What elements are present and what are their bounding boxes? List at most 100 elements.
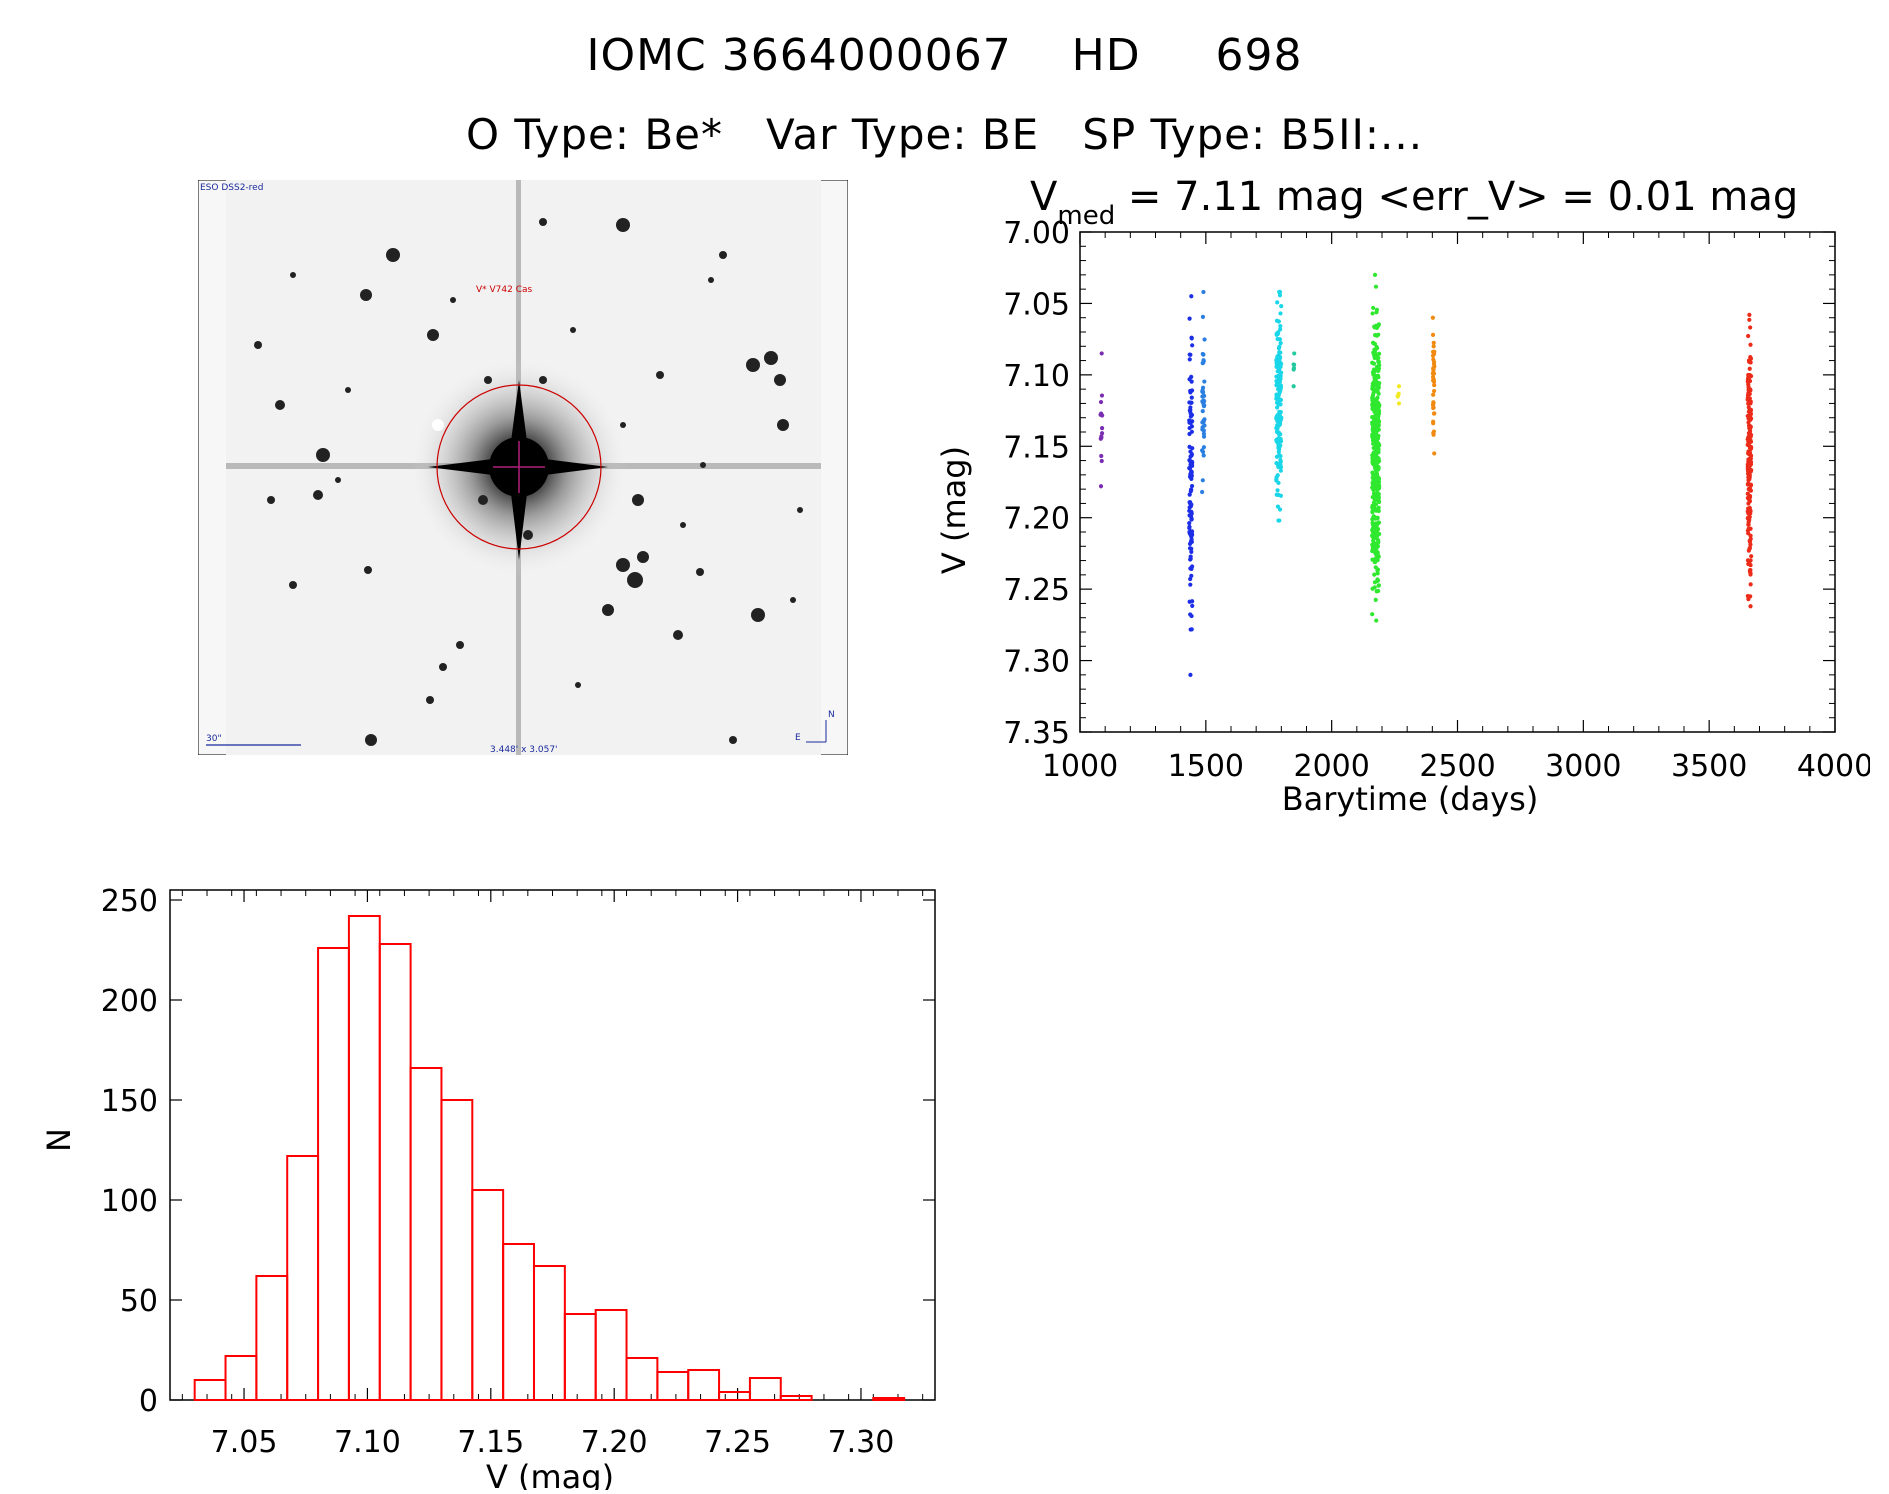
data-point (1200, 394, 1205, 399)
data-point (1747, 312, 1752, 317)
data-point (1370, 475, 1375, 480)
data-point (1278, 432, 1283, 437)
data-point (1372, 560, 1377, 565)
data-point (1431, 421, 1436, 426)
x-tick-label: 7.20 (581, 1425, 648, 1460)
data-point (1432, 382, 1437, 388)
data-point (1277, 507, 1283, 512)
data-point (1747, 428, 1753, 433)
data-point (1188, 408, 1193, 413)
data-point (1200, 420, 1205, 425)
data-point (1370, 311, 1375, 316)
data-point (1373, 597, 1378, 602)
data-point (1278, 457, 1283, 463)
data-point (1188, 454, 1193, 459)
data-point (1277, 289, 1282, 295)
x-tick-label: 7.25 (704, 1425, 771, 1460)
data-point (1372, 572, 1377, 577)
histogram-bar (872, 1397, 906, 1401)
data-point (1372, 272, 1378, 277)
data-point (1747, 317, 1752, 322)
data-point (1202, 423, 1207, 428)
data-point (1278, 410, 1283, 415)
data-point (1374, 397, 1379, 402)
data-point (1202, 417, 1207, 422)
data-point (1372, 580, 1378, 585)
data-point (1189, 539, 1194, 544)
histogram-bar (687, 1369, 721, 1401)
data-point (1432, 349, 1437, 354)
data-point (1430, 378, 1436, 383)
data-point (1202, 379, 1207, 384)
data-point (1187, 357, 1192, 362)
y-tick-label: 0 (139, 1384, 158, 1419)
data-point (1187, 316, 1192, 321)
data-point (1395, 394, 1400, 399)
data-point (1200, 489, 1205, 495)
histogram-bar (255, 1275, 289, 1401)
data-point (1274, 392, 1279, 397)
data-point (1188, 612, 1193, 617)
data-point (1371, 391, 1376, 396)
data-point (1747, 477, 1752, 482)
histogram-bar (347, 915, 381, 1401)
data-point (1276, 365, 1281, 370)
data-point (1274, 332, 1279, 337)
data-point (1274, 478, 1279, 483)
y-tick-label: 200 (101, 984, 158, 1019)
data-point (1189, 573, 1194, 578)
data-point (1277, 350, 1282, 355)
x-tick-label: 2500 (1419, 749, 1495, 784)
data-point (1189, 514, 1194, 520)
data-point (1747, 408, 1752, 413)
data-point (1188, 672, 1193, 677)
object-label: V* V742 Cas (476, 285, 533, 295)
data-point (1372, 451, 1377, 456)
data-point (1277, 337, 1283, 342)
y-tick-label: 7.00 (1003, 216, 1070, 251)
data-point (1373, 473, 1378, 478)
histogram-bar (718, 1391, 751, 1401)
histogram-bar (224, 1355, 258, 1401)
data-point (1373, 516, 1378, 521)
chart-title: IOMC 3664000067 HD 698 (586, 30, 1303, 81)
title-rest: = 7.11 mag <err_V> = 0.01 mag (1115, 174, 1798, 220)
data-point (1279, 304, 1284, 309)
data-point (1396, 401, 1402, 406)
data-point (1201, 445, 1207, 450)
data-point (1430, 375, 1436, 380)
data-point (1430, 315, 1435, 320)
data-point (1372, 585, 1377, 590)
histogram-x-axis-label: V (mag) (486, 1458, 614, 1490)
data-point (1275, 405, 1280, 410)
data-point (1373, 551, 1378, 556)
data-point (1746, 450, 1751, 455)
data-point (1747, 359, 1752, 364)
data-point (1188, 557, 1193, 562)
data-point (1375, 356, 1380, 361)
histogram-bar (594, 1309, 628, 1401)
data-point (1370, 403, 1375, 408)
data-point (1746, 561, 1751, 567)
data-point (1375, 544, 1381, 549)
data-point (1189, 429, 1194, 434)
data-point (1277, 344, 1282, 349)
data-point (1746, 519, 1751, 525)
histogram-chart: 7.05 7.10 7.15 7.20 7.25 7.30050100150200250 … (40, 884, 936, 1490)
data-point (1375, 366, 1380, 371)
data-point (1370, 485, 1375, 490)
histogram-bar (532, 1265, 566, 1401)
data-point (1188, 352, 1193, 357)
x-tick-label: 7.30 (828, 1425, 895, 1460)
data-point (1099, 431, 1105, 436)
data-point (1748, 469, 1753, 474)
histogram-bar (625, 1357, 659, 1401)
data-point (1190, 599, 1195, 604)
data-point (1370, 533, 1375, 538)
data-point (1370, 505, 1375, 511)
data-point (1431, 388, 1437, 394)
data-point (1432, 411, 1437, 416)
data-point (1188, 532, 1193, 537)
data-point (1099, 458, 1104, 464)
data-point (1376, 495, 1381, 500)
